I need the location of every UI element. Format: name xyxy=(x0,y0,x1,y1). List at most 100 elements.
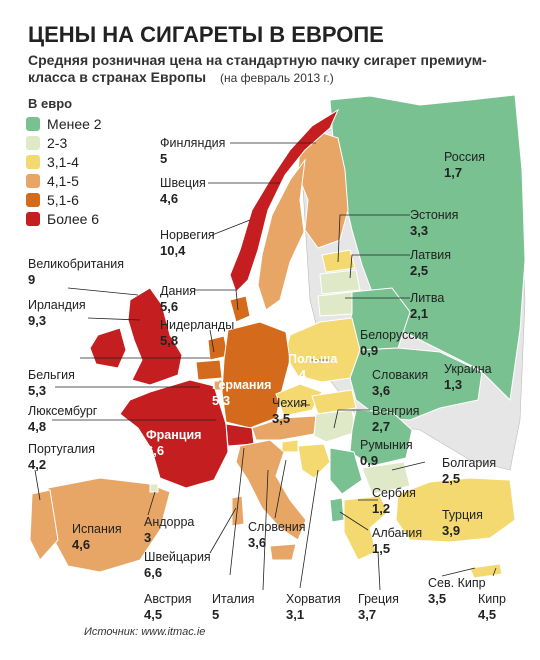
germany-region xyxy=(221,321,291,429)
country-name: Кипр xyxy=(478,592,506,606)
country-label: Литва 2,1 xyxy=(410,291,444,321)
country-name: Великобритания xyxy=(28,257,124,271)
hungary-region xyxy=(313,409,357,443)
latvia-region xyxy=(319,269,361,295)
source-note: Источник: www.itmac.ie xyxy=(84,626,206,638)
country-price: 3,6 xyxy=(372,383,391,398)
country-price: 3,3 xyxy=(410,223,429,238)
switzerland-region xyxy=(225,423,255,447)
country-name: Австрия xyxy=(144,592,192,606)
country-label: Сербия 1,2 xyxy=(372,486,416,516)
romania-region xyxy=(349,409,413,467)
country-price: 4,6 xyxy=(160,191,179,206)
date-note: (на февраль 2013 г.) xyxy=(220,71,334,85)
country-name: Ирландия xyxy=(28,298,86,312)
country-label: Бельгия 5,3 xyxy=(28,368,75,398)
denmark-region xyxy=(229,295,251,323)
legend-label: 2-3 xyxy=(47,134,68,151)
bulgaria-region xyxy=(361,461,411,495)
lithuania-region xyxy=(317,291,353,317)
country-name: Белоруссия xyxy=(360,328,429,342)
albania-region xyxy=(329,497,345,523)
country-price: 3,9 xyxy=(442,523,461,538)
country-price: 6,6 xyxy=(146,443,165,458)
country-name: Португалия xyxy=(28,442,96,456)
sicily-region xyxy=(269,543,297,561)
estonia-region xyxy=(321,249,356,273)
country-label: Болгария 2,5 xyxy=(442,456,496,486)
country-name: Сербия xyxy=(372,486,416,500)
legend-swatch xyxy=(26,192,40,207)
sweden-region xyxy=(257,158,306,311)
cyprus-region xyxy=(469,563,503,579)
country-name: Дания xyxy=(160,284,197,298)
country-label: Турция 3,9 xyxy=(442,508,483,538)
country-label: Дания 5,6 xyxy=(160,284,196,314)
country-label: Эстония 3,3 xyxy=(410,208,458,238)
country-name: Италия xyxy=(212,592,255,606)
country-label: Испания 4,6 xyxy=(72,522,122,552)
portugal-region xyxy=(29,489,59,561)
country-price: 4,6 xyxy=(72,537,91,552)
country-name: Литва xyxy=(410,291,445,305)
country-price: 1,5 xyxy=(372,541,391,556)
country-name: Латвия xyxy=(410,248,451,262)
legend-swatch xyxy=(26,211,40,226)
country-name: Венгрия xyxy=(372,404,420,418)
country-name: Норвегия xyxy=(160,228,215,242)
country-price: 5,3 xyxy=(212,393,231,408)
country-label: Греция 3,7 xyxy=(358,592,399,622)
country-price: 4,8 xyxy=(28,419,47,434)
greece-region xyxy=(343,495,389,561)
map-subtitle: Средняя розничная цена на стандартную па… xyxy=(28,52,498,87)
country-label: Люксембург 4,8 xyxy=(28,404,97,434)
country-price: 4,5 xyxy=(478,607,497,622)
country-price: 1,3 xyxy=(444,377,463,392)
country-price: 3,6 xyxy=(248,535,267,550)
subtitle-text: Средняя розничная цена на стандартную па… xyxy=(28,52,487,85)
country-price: 4,2 xyxy=(28,457,47,472)
country-label: Словения 3,6 xyxy=(248,520,306,550)
andorra-region xyxy=(149,483,159,493)
country-price: 3 xyxy=(144,530,152,545)
country-price: 3,1 xyxy=(286,607,305,622)
country-label: Венгрия 2,7 xyxy=(372,404,419,434)
slovakia-region xyxy=(311,389,357,415)
country-name: Словакия xyxy=(372,368,429,382)
country-name: Сев. Кипр xyxy=(428,576,486,590)
leader-lines xyxy=(34,142,497,591)
country-label: Австрия 4,5 xyxy=(144,592,192,622)
country-label: Ирландия 9,3 xyxy=(28,298,86,328)
country-name: Румыния xyxy=(360,438,413,452)
country-name: Албания xyxy=(372,526,423,540)
belgium-region xyxy=(195,359,223,381)
serbia-region xyxy=(329,447,363,495)
legend-item: 3,1-4 xyxy=(26,152,102,171)
country-price: 3,4 xyxy=(288,367,307,382)
country-price: 6,6 xyxy=(144,565,163,580)
country-label: Германия 5,3 xyxy=(212,378,271,408)
country-price: 2,5 xyxy=(442,471,461,486)
country-name: Франция xyxy=(146,428,202,442)
country-name: Испания xyxy=(72,522,122,536)
map-title: ЦЕНЫ НА СИГАРЕТЫ В ЕВРОПЕ xyxy=(28,22,384,47)
country-name: Болгария xyxy=(442,456,497,470)
country-name: Чехия xyxy=(272,396,308,410)
country-label: Нидерланды 5,8 xyxy=(160,318,234,348)
country-name: Хорватия xyxy=(286,592,341,606)
ukraine-region xyxy=(349,347,483,421)
country-name: Эстония xyxy=(410,208,459,222)
legend-label: Менее 2 xyxy=(47,115,102,132)
country-name: Бельгия xyxy=(28,368,75,382)
country-price: 2,5 xyxy=(410,263,429,278)
country-label: Хорватия 3,1 xyxy=(286,592,341,622)
country-price: 2,1 xyxy=(410,306,429,321)
turkey-region xyxy=(395,477,516,543)
country-price: 5,3 xyxy=(28,383,47,398)
country-name: Андорра xyxy=(144,515,195,529)
legend-label: 3,1-4 xyxy=(47,153,79,170)
country-label: Россия 1,7 xyxy=(444,150,485,180)
country-price: 1,7 xyxy=(444,165,463,180)
legend-unit: В евро xyxy=(28,96,73,111)
country-price: 2,7 xyxy=(372,419,391,434)
